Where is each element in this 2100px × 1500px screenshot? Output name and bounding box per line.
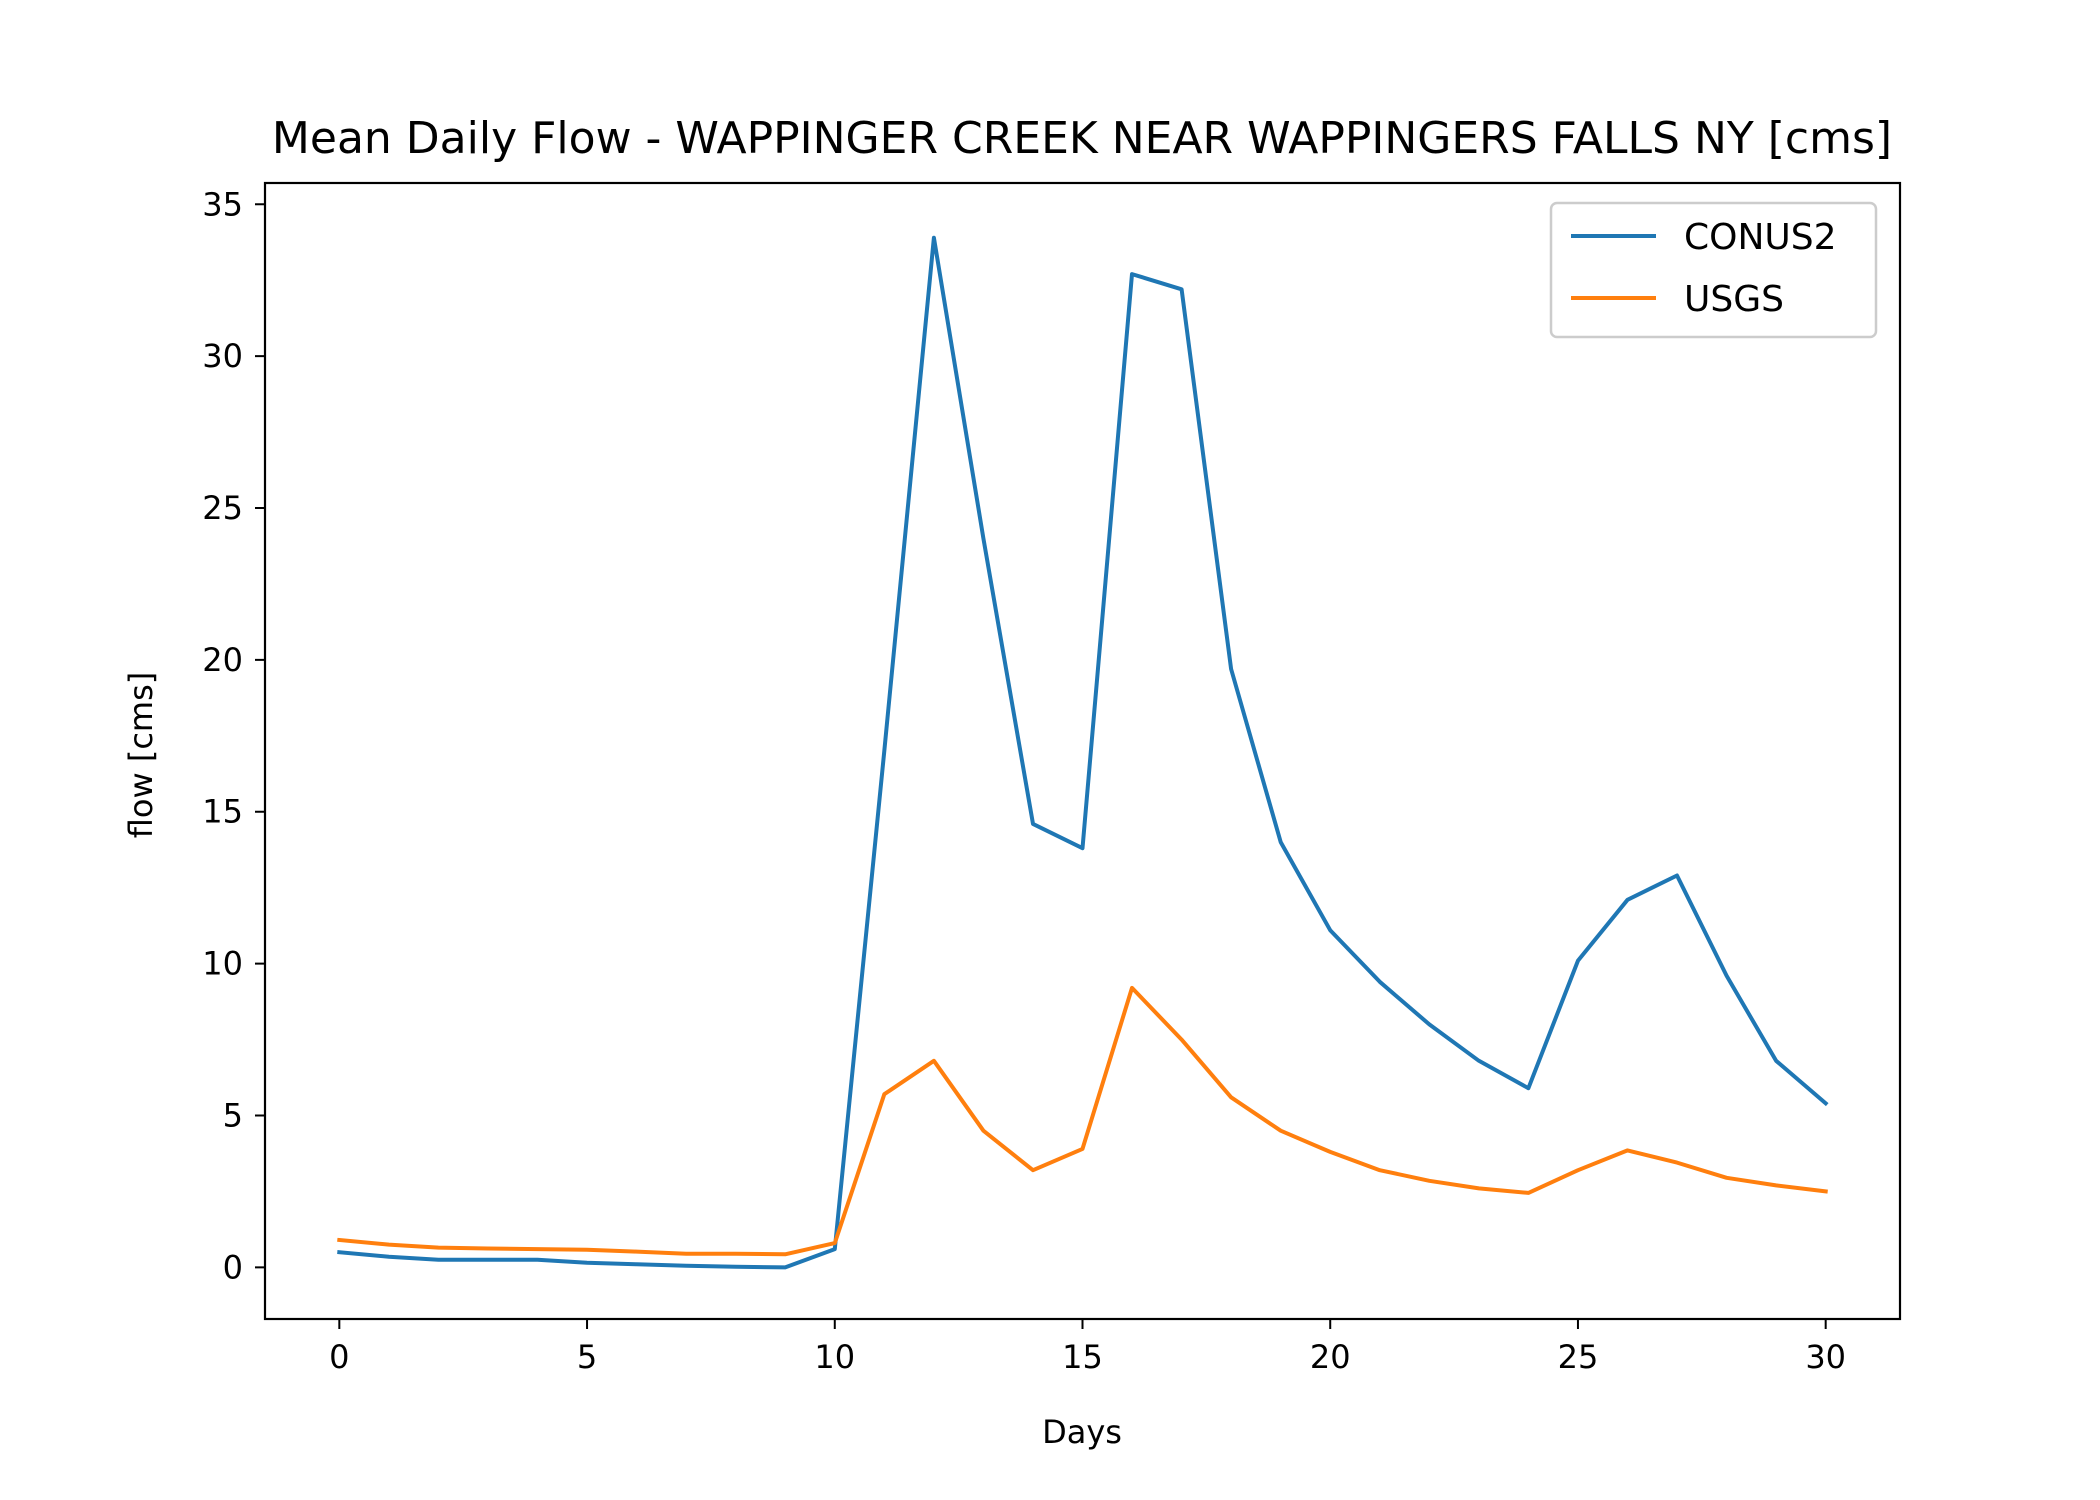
y-tick-label: 30 [202,337,243,375]
x-tick-label: 10 [814,1338,855,1376]
x-tick-label: 30 [1805,1338,1846,1376]
x-tick-label: 25 [1558,1338,1599,1376]
x-axis-title: Days [1042,1413,1122,1451]
series-line-conus2 [337,235,1829,1270]
chart-title: Mean Daily Flow - WAPPINGER CREEK NEAR W… [272,113,1892,164]
y-tick-label: 20 [202,641,243,679]
x-tick-label: 5 [577,1338,597,1376]
x-tick-label: 20 [1310,1338,1351,1376]
y-tick-label: 35 [202,185,243,223]
y-tick-label: 5 [223,1096,243,1134]
x-tick-label: 15 [1062,1338,1103,1376]
y-tick-label: 25 [202,489,243,527]
series-line-usgs [337,985,1828,1257]
y-tick-label: 10 [202,945,243,983]
legend-label-conus2: CONUS2 [1684,217,1837,258]
legend-label-usgs: USGS [1684,279,1784,320]
legend: CONUS2 USGS [1549,201,1878,339]
y-tick-label: 0 [223,1248,243,1286]
x-tick-label: 0 [329,1338,349,1376]
y-axis-title: flow [cms] [122,672,160,838]
y-tick-label: 15 [202,793,243,831]
plot-area: 0 5 10 15 20 25 30 0 5 10 15 20 25 30 35 CONUS2 USGS [202,181,1902,1376]
